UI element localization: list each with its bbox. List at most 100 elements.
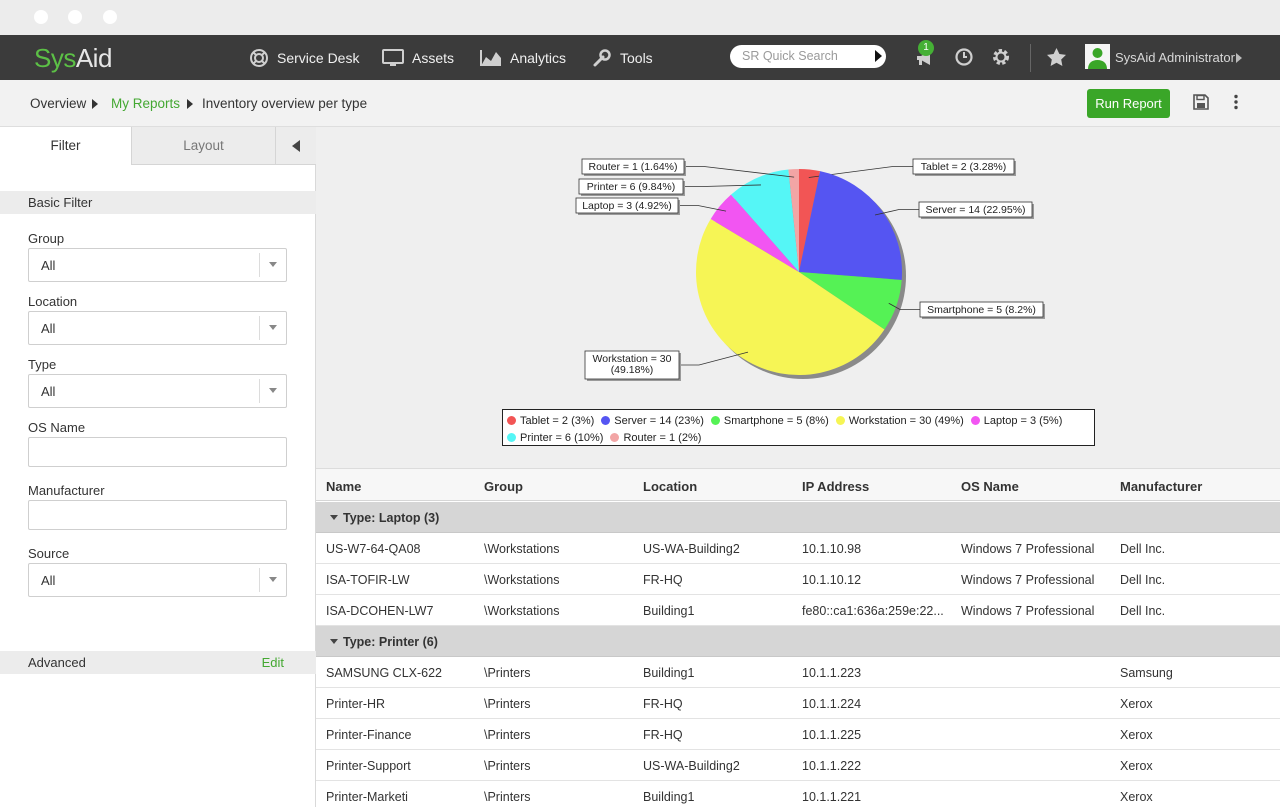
nav-analytics[interactable]: Analytics: [480, 35, 566, 80]
chevron-down-icon: [269, 262, 277, 267]
table-row[interactable]: Printer-Finance \Printers FR-HQ 10.1.1.225 X…: [316, 719, 1280, 750]
table-row[interactable]: SAMSUNG CLX-622 \Printers Building1 10.1.1.…: [316, 657, 1280, 688]
pie-label-leader: [684, 166, 795, 178]
cell-name: ISA-DCOHEN-LW7: [326, 604, 434, 618]
nav-tools[interactable]: Tools: [592, 35, 653, 80]
pie-slice-laptop[interactable]: [710, 194, 799, 272]
nav-assets[interactable]: Assets: [382, 35, 454, 80]
select-divider: [259, 253, 260, 277]
inventory-table: Name Group Location IP Address OS Name Manufa…: [316, 468, 1280, 807]
column-header-manufacturer[interactable]: Manufacturer: [1120, 479, 1203, 494]
group-label: Group: [28, 231, 65, 246]
column-header-name[interactable]: Name: [326, 479, 362, 494]
cell-manufacturer: Dell Inc.: [1120, 604, 1166, 618]
legend-item-smartphone: Smartphone = 5 (8%): [710, 415, 829, 427]
save-icon[interactable]: [1193, 94, 1209, 110]
column-header-os-name[interactable]: OS Name: [961, 479, 1019, 494]
pie-label-laptop: Laptop = 3 (4.92%): [582, 200, 672, 212]
cell-ip-address: 10.1.1.225: [802, 728, 862, 742]
more-options-icon[interactable]: [1233, 94, 1239, 110]
pie-slice-smartphone[interactable]: [799, 272, 902, 330]
group-select[interactable]: All: [28, 248, 287, 282]
user-menu-caret-icon[interactable]: [1236, 53, 1242, 63]
pie-label-leader: [874, 209, 919, 216]
location-select[interactable]: All: [28, 311, 287, 345]
pie-slice-router[interactable]: [788, 169, 799, 272]
gear-icon[interactable]: [991, 47, 1011, 67]
breadcrumb-overview[interactable]: Overview: [30, 96, 87, 111]
tab-filter[interactable]: Filter: [0, 127, 131, 165]
window-titlebar: [0, 0, 1280, 35]
collapse-group-icon[interactable]: [330, 515, 338, 520]
chevron-left-icon: [292, 140, 300, 152]
table-group-row[interactable]: Type: Printer (6): [316, 626, 1280, 657]
top-navigation: SysAid Service Desk Assets Analytics Too…: [0, 35, 1280, 80]
type-select-value: All: [41, 384, 56, 399]
cell-group: \Printers: [484, 759, 531, 773]
table-row[interactable]: Printer-Marketi \Printers Building1 10.1.1.…: [316, 781, 1280, 807]
cell-ip-address: 10.1.1.222: [802, 759, 862, 773]
legend-item-tablet: Tablet = 2 (3%): [507, 415, 594, 427]
sr-quick-search-input[interactable]: SR Quick Search: [730, 45, 886, 68]
column-header-ip-address[interactable]: IP Address: [802, 479, 870, 494]
cell-manufacturer: Xerox: [1120, 759, 1153, 773]
cell-group: \Printers: [484, 728, 531, 742]
nav-assets-label: Assets: [412, 49, 455, 66]
table-row[interactable]: ISA-DCOHEN-LW7 \Workstations Building1 fe80…: [316, 595, 1280, 626]
source-select-value: All: [41, 573, 56, 588]
clock-icon[interactable]: [954, 47, 974, 67]
pie-slice-tablet[interactable]: [799, 169, 821, 272]
pie-slice-printer[interactable]: [731, 169, 799, 272]
type-select[interactable]: All: [28, 374, 287, 408]
user-name[interactable]: SysAid Administrator: [1115, 50, 1235, 65]
table-group-row[interactable]: Type: Laptop (3): [316, 502, 1280, 533]
pie-label-box: [912, 158, 1015, 175]
avatar[interactable]: [1085, 44, 1110, 69]
run-report-button[interactable]: Run Report: [1087, 89, 1170, 118]
pie-slice-workstation[interactable]: [696, 218, 885, 375]
legend-item-laptop: Laptop = 3 (5%): [970, 415, 1062, 427]
window-close-button[interactable]: [34, 10, 48, 24]
breadcrumb-my-reports[interactable]: My Reports: [111, 96, 181, 111]
chevron-down-icon: [269, 388, 277, 393]
window-minimize-button[interactable]: [68, 10, 82, 24]
cell-name: Printer-HR: [326, 697, 386, 711]
pie-slice-server[interactable]: [799, 171, 902, 280]
legend-label: Server = 14 (23%): [614, 414, 704, 427]
advanced-filter-header: Advanced Edit: [0, 651, 316, 674]
search-go-icon[interactable]: [875, 50, 882, 62]
column-header-group[interactable]: Group: [484, 479, 523, 494]
legend-swatch: [835, 416, 845, 425]
legend-row: Tablet = 2 (3%) Server = 14 (23%) Smartpho…: [507, 412, 1094, 429]
column-header-location[interactable]: Location: [643, 479, 698, 494]
breadcrumb-separator-icon: [92, 99, 98, 109]
notification-badge[interactable]: 1: [918, 40, 934, 56]
manufacturer-input[interactable]: [28, 500, 287, 530]
table-row[interactable]: US-W7-64-QA08 \Workstations US-WA-Building…: [316, 533, 1280, 564]
sysaid-logo[interactable]: SysAid: [34, 43, 112, 74]
advanced-edit-link[interactable]: Edit: [261, 655, 284, 670]
table-row[interactable]: Printer-Support \Printers US-WA-Building2 1…: [316, 750, 1280, 781]
os-name-input[interactable]: [28, 437, 287, 467]
collapse-sidebar-button[interactable]: [275, 127, 316, 165]
cell-name: Printer-Support: [326, 759, 411, 773]
cell-ip-address: 10.1.1.223: [802, 666, 862, 680]
legend-swatch: [710, 416, 720, 425]
breadcrumb-separator-icon: [187, 99, 193, 109]
source-select[interactable]: All: [28, 563, 287, 597]
breadcrumb: Overview My Reports Inventory overview p…: [0, 80, 1280, 127]
collapse-group-icon[interactable]: [330, 639, 338, 644]
group-label: Type: Printer (6): [343, 635, 438, 649]
table-row[interactable]: Printer-HR \Printers FR-HQ 10.1.1.224 Xerox: [316, 688, 1280, 719]
tab-layout[interactable]: Layout: [131, 127, 275, 165]
cell-manufacturer: Samsung: [1120, 666, 1173, 680]
star-icon[interactable]: [1046, 47, 1067, 67]
pie-label-box: [578, 178, 684, 195]
nav-service-desk[interactable]: Service Desk: [249, 35, 359, 80]
table-row[interactable]: ISA-TOFIR-LW \Workstations FR-HQ 10.1.10.12…: [316, 564, 1280, 595]
chevron-down-icon: [269, 577, 277, 582]
cell-manufacturer: Dell Inc.: [1120, 573, 1166, 587]
cell-os-name: Windows 7 Professional: [961, 573, 1095, 587]
location-label: Location: [28, 294, 78, 309]
window-maximize-button[interactable]: [103, 10, 117, 24]
